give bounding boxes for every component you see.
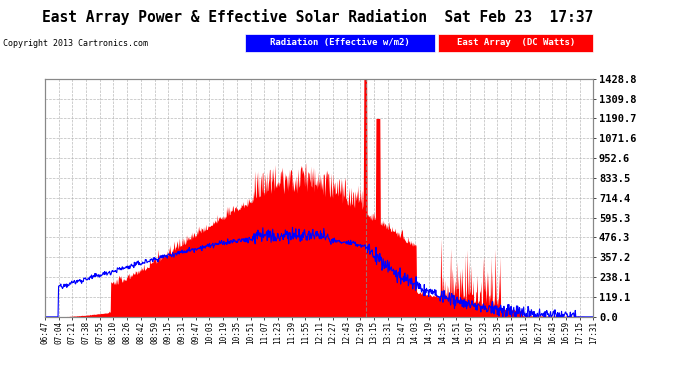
Text: East Array  (DC Watts): East Array (DC Watts) — [457, 38, 575, 47]
Text: Radiation (Effective w/m2): Radiation (Effective w/m2) — [270, 38, 410, 47]
Text: East Array Power & Effective Solar Radiation  Sat Feb 23  17:37: East Array Power & Effective Solar Radia… — [42, 9, 593, 26]
Text: Copyright 2013 Cartronics.com: Copyright 2013 Cartronics.com — [3, 39, 148, 48]
